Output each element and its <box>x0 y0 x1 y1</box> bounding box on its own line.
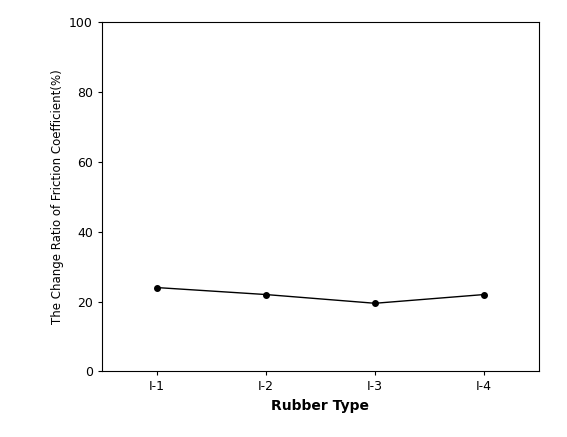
Y-axis label: The Change Ratio of Friction Coefficient(%): The Change Ratio of Friction Coefficient… <box>50 69 64 324</box>
X-axis label: Rubber Type: Rubber Type <box>272 399 369 413</box>
